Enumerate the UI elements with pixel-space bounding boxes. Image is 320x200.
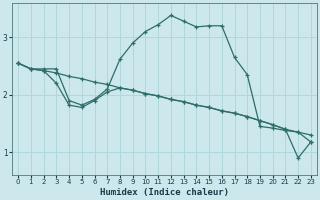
X-axis label: Humidex (Indice chaleur): Humidex (Indice chaleur) [100,188,229,197]
